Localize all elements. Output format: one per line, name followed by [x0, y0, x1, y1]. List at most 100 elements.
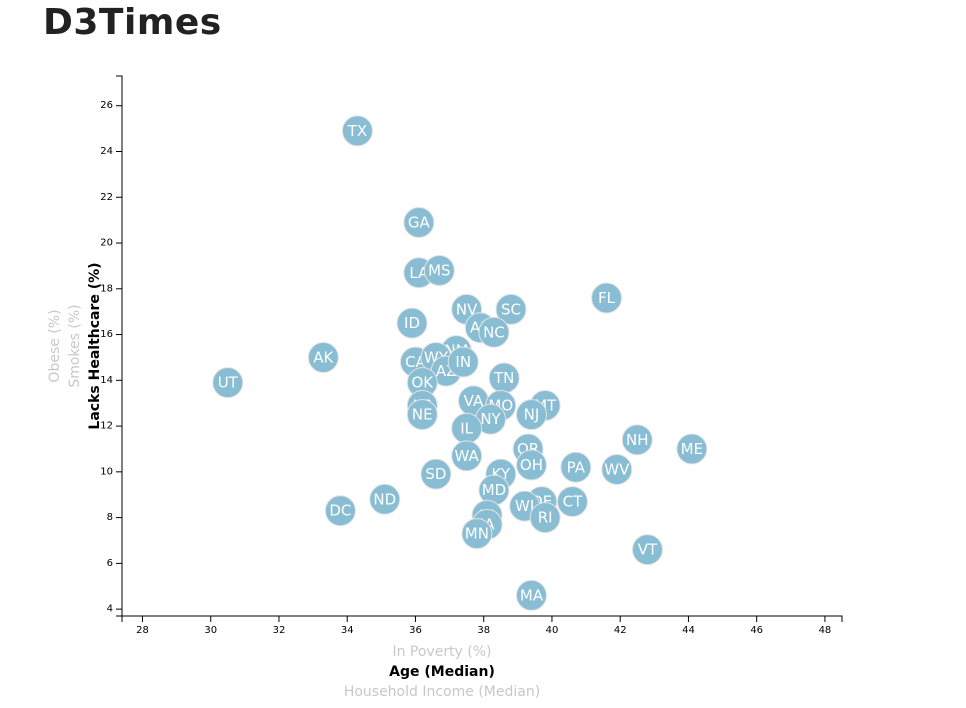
state-label: ID [404, 314, 420, 332]
x-tick-label: 44 [682, 625, 695, 636]
state-label: WV [604, 461, 630, 479]
state-point-md[interactable]: MD [478, 474, 510, 506]
state-label: FL [598, 289, 616, 307]
state-point-ut[interactable]: UT [212, 367, 244, 399]
state-point-mn[interactable]: MN [461, 518, 493, 550]
y-axis-labels: Obese (%) Smokes (%) Lacks Healthcare (%) [47, 262, 103, 429]
state-label: NJ [524, 406, 540, 424]
state-circle[interactable] [307, 341, 339, 373]
state-circle[interactable] [676, 433, 708, 465]
y-tick-label: 6 [107, 558, 113, 569]
y-axis-domain [116, 75, 123, 617]
state-label: SD [425, 465, 446, 483]
state-point-il[interactable]: IL [451, 412, 483, 444]
y-tick-label: 14 [100, 375, 113, 386]
state-point-id[interactable]: ID [396, 307, 428, 339]
state-point-ma[interactable]: MA [515, 579, 547, 611]
y-axis-option-2[interactable]: Lacks Healthcare (%) [87, 262, 103, 429]
state-label: NY [480, 410, 501, 428]
state-point-fl[interactable]: FL [591, 282, 623, 314]
state-point-dc[interactable]: DC [324, 495, 356, 527]
state-label: MN [465, 525, 489, 543]
x-axis: 28 30 32 34 36 38 40 42 44 46 48 [121, 615, 843, 636]
state-circle[interactable] [560, 451, 592, 483]
x-tick-label: 46 [750, 625, 763, 636]
state-label: RI [538, 509, 553, 527]
x-tick-label: 38 [477, 625, 490, 636]
state-point-sc[interactable]: SC [495, 293, 527, 325]
state-point-ct[interactable]: CT [556, 486, 588, 518]
state-label: UT [218, 374, 239, 392]
state-circle[interactable] [420, 458, 452, 490]
state-label: NC [483, 323, 505, 341]
state-point-me[interactable]: ME [676, 433, 708, 465]
state-label: ND [373, 490, 396, 508]
state-circle[interactable] [369, 483, 401, 515]
x-tick-label: 48 [819, 625, 832, 636]
state-circle[interactable] [515, 449, 547, 481]
state-circle[interactable] [495, 293, 527, 325]
state-point-wa[interactable]: WA [451, 440, 483, 472]
state-circle[interactable] [324, 495, 356, 527]
state-circle[interactable] [529, 502, 561, 534]
state-point-oh[interactable]: OH [515, 449, 547, 481]
state-circle[interactable] [447, 346, 479, 378]
state-point-nc[interactable]: NC [478, 316, 510, 348]
x-axis-option-0[interactable]: In Poverty (%) [392, 644, 491, 660]
y-axis-option-0[interactable]: Obese (%) [47, 309, 63, 382]
state-circle[interactable] [556, 486, 588, 518]
state-point-ny[interactable]: NY [475, 403, 507, 435]
x-tick-label: 34 [341, 625, 354, 636]
x-tick-label: 32 [273, 625, 286, 636]
state-label: OH [520, 456, 543, 474]
state-circle[interactable] [631, 534, 663, 566]
state-point-vt[interactable]: VT [631, 534, 663, 566]
state-circle[interactable] [621, 424, 653, 456]
state-label: IN [455, 353, 471, 371]
x-axis-domain [121, 615, 843, 622]
state-point-nd[interactable]: ND [369, 483, 401, 515]
state-circle[interactable] [451, 440, 483, 472]
state-circle[interactable] [341, 115, 373, 147]
state-point-ak[interactable]: AK [307, 341, 339, 373]
state-circle[interactable] [461, 518, 493, 550]
state-point-nh[interactable]: NH [621, 424, 653, 456]
state-circle[interactable] [212, 367, 244, 399]
page-title: D3Times [43, 2, 222, 43]
y-tick-label: 12 [100, 421, 113, 432]
state-point-ga[interactable]: GA [403, 206, 435, 238]
state-circle[interactable] [515, 399, 547, 431]
state-label: IL [460, 419, 473, 437]
state-circle[interactable] [478, 316, 510, 348]
y-tick-label: 26 [100, 100, 113, 111]
state-point-ms[interactable]: MS [423, 254, 455, 286]
state-circle[interactable] [403, 206, 435, 238]
y-axis-option-1[interactable]: Smokes (%) [67, 304, 83, 387]
y-axis: 4 6 8 10 12 14 16 18 20 22 24 26 [100, 75, 123, 617]
state-circle[interactable] [396, 307, 428, 339]
state-circle[interactable] [601, 454, 633, 486]
state-point-tn[interactable]: TN [488, 362, 520, 394]
y-tick-label: 8 [107, 512, 113, 523]
state-point-wv[interactable]: WV [601, 454, 633, 486]
state-circle[interactable] [406, 399, 438, 431]
state-label: MS [428, 261, 450, 279]
state-point-sd[interactable]: SD [420, 458, 452, 490]
state-point-ri[interactable]: RI [529, 502, 561, 534]
state-circle[interactable] [423, 254, 455, 286]
x-axis-option-2[interactable]: Household Income (Median) [344, 684, 540, 700]
x-tick-label: 36 [409, 625, 422, 636]
state-point-ok[interactable]: OK [406, 367, 438, 399]
state-point-nj[interactable]: NJ [515, 399, 547, 431]
state-label: DC [329, 502, 351, 520]
state-point-tx[interactable]: TX [341, 115, 373, 147]
state-label: WI [515, 497, 534, 515]
state-point-in[interactable]: IN [447, 346, 479, 378]
state-point-pa[interactable]: PA [560, 451, 592, 483]
x-axis-option-1[interactable]: Age (Median) [389, 664, 495, 680]
state-circle[interactable] [515, 579, 547, 611]
state-circle[interactable] [591, 282, 623, 314]
x-axis-labels: In Poverty (%) Age (Median) Household Inco… [344, 644, 540, 700]
state-point-ne[interactable]: NE [406, 399, 438, 431]
